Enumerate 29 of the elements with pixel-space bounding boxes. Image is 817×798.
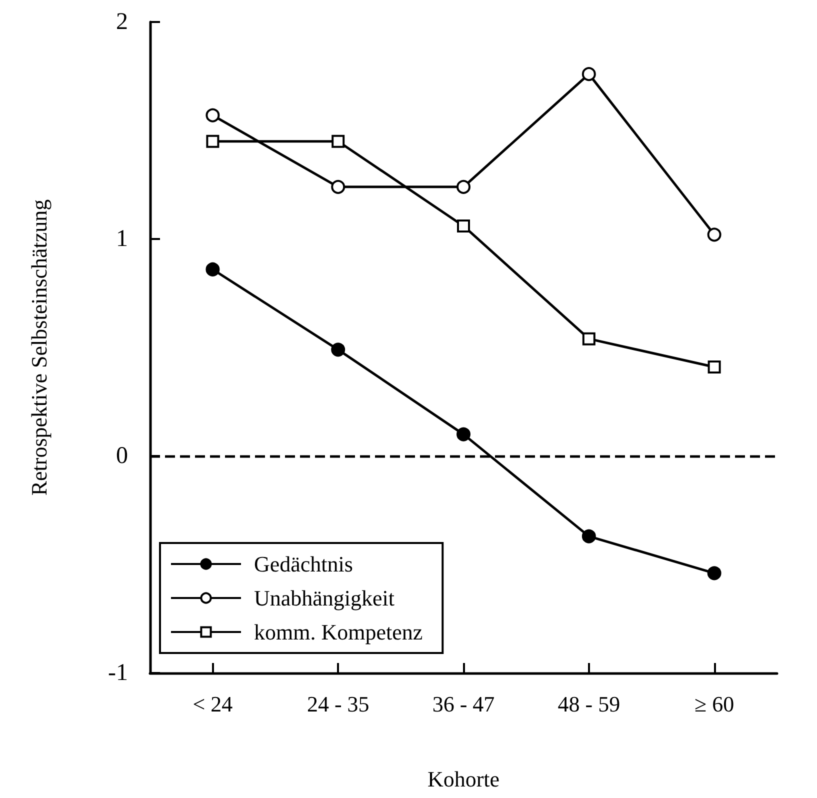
point xyxy=(332,134,345,148)
x-tick-label: 48 - 59 xyxy=(558,692,620,716)
point xyxy=(331,180,346,194)
point xyxy=(708,360,721,374)
y-tick-label: 2 xyxy=(116,9,128,35)
point xyxy=(457,219,470,232)
point xyxy=(206,108,220,122)
point xyxy=(707,566,722,580)
point xyxy=(456,427,470,442)
x-tick-label: 36 - 47 xyxy=(432,692,495,716)
x-tick-label: ≥ 60 xyxy=(694,692,734,716)
x-axis-title: Kohorte xyxy=(427,766,500,792)
y-tick-label: 1 xyxy=(116,226,128,252)
x-tick-label: 24 - 35 xyxy=(306,692,370,716)
point xyxy=(582,332,596,346)
point xyxy=(206,262,220,276)
y-tick-label: -1 xyxy=(108,660,128,686)
point xyxy=(582,529,596,544)
y-axis-title: Retrospektive Selbsteinschätzung xyxy=(26,199,52,496)
x-tick-label: < 24 xyxy=(192,692,233,716)
point xyxy=(456,180,470,194)
legend-label: Unabhängigkeit xyxy=(254,586,395,610)
point xyxy=(707,228,722,242)
legend-label: Gedächtnis xyxy=(254,552,353,576)
point xyxy=(331,342,346,357)
y-tick-label: 0 xyxy=(116,443,128,469)
point xyxy=(582,67,596,82)
point xyxy=(206,134,220,148)
legend-label: komm. Kompetenz xyxy=(254,620,423,644)
